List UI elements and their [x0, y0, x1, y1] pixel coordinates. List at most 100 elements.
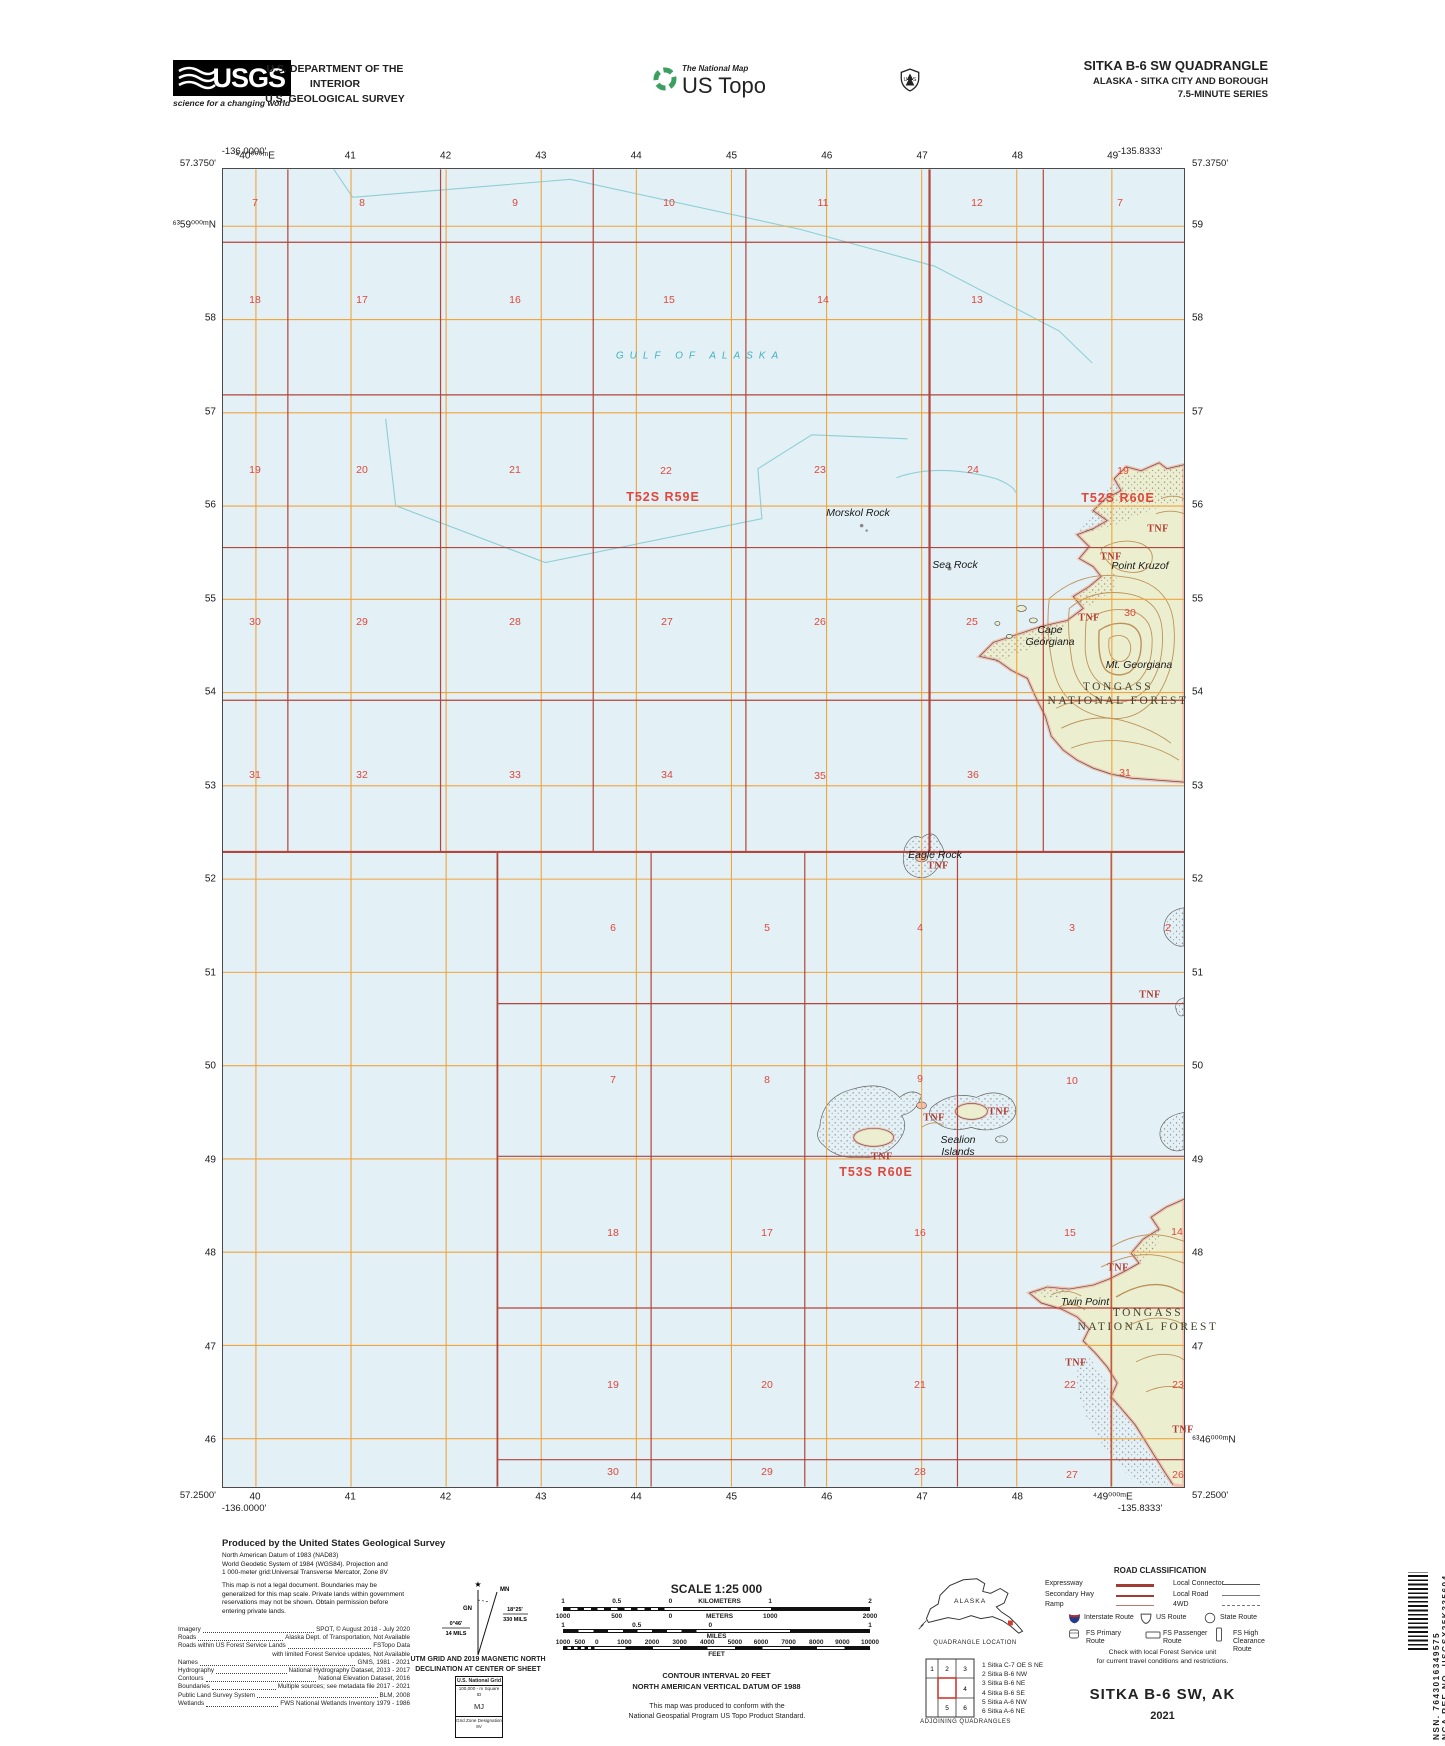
data-credits: Imagery SPOT, © August 2018 - July 2020 Ro…	[178, 1626, 410, 1708]
current-quad-cell	[937, 1677, 957, 1699]
corner-top-right-lat: 57.3750'	[1192, 158, 1229, 169]
easting-label-top: 43	[535, 150, 547, 162]
section-number: 20	[356, 464, 368, 476]
corner-bottom-left-lon: -136.0000'	[221, 1503, 267, 1514]
section-number: 24	[967, 464, 979, 476]
fs-note-line1: Check with local Forest Service unit	[1108, 1649, 1217, 1656]
mile-scale-labels: 1 0.5 0 1	[561, 1622, 872, 1630]
quadrangle-location-map: ALASKA	[918, 1578, 1024, 1634]
declination-caption-line2: DECLINATION AT CENTER OF SHEET	[415, 1665, 541, 1673]
northing-label-left: 49	[204, 1154, 216, 1166]
tnf-label: TNF	[988, 1106, 1010, 1118]
adjoining-quadrangles-diagram: 1 2 3 4 5 6	[925, 1658, 975, 1718]
section-number: 19	[249, 464, 261, 476]
fs-route-icon-wrap	[1068, 1627, 1080, 1645]
scale-tick-label: 1000	[555, 1639, 571, 1646]
road-type-label: Local Road	[1173, 1590, 1209, 1598]
northing-label-right: 56	[1192, 499, 1204, 511]
svg-text:S: S	[913, 77, 917, 83]
township-range-label: T52S R59E	[626, 490, 700, 504]
fs-route-label: FS Primary Route	[1086, 1630, 1121, 1645]
datum-notes: North American Datum of 1983 (NAD83) Worl…	[222, 1552, 402, 1578]
northing-label-left: 48	[204, 1247, 216, 1259]
easting-label-top: 49	[1107, 150, 1119, 162]
place-name-label: Point Kruzof	[1111, 560, 1169, 572]
tnf-label: TNF	[871, 1151, 893, 1163]
scale-tick-label: 5000	[727, 1639, 743, 1646]
section-number: 7	[1117, 197, 1123, 209]
usgs-wave-icon	[178, 66, 216, 90]
true-north-star-icon: ★	[474, 1580, 481, 1589]
scale-tick-label: 1	[561, 1598, 565, 1605]
nga-ref-number: NGA REF NO. USGSX25K335604	[1441, 1574, 1445, 1740]
northing-label-right: 48	[1192, 1247, 1204, 1259]
easting-label-bottom: 40	[249, 1491, 261, 1503]
road-line-sample	[1116, 1605, 1154, 1606]
interstate-shield-icon	[1069, 1614, 1080, 1624]
scale-tick-label: 1	[561, 1622, 565, 1629]
usng-title: U.S. National Grid	[456, 1678, 502, 1686]
usng-zone: 8V	[476, 1724, 482, 1729]
corner-bottom-left-lat: 57.2500'	[179, 1490, 216, 1501]
scale-tick-label: 0	[668, 1598, 673, 1605]
mn-declination-mils: 330 MILS	[503, 1617, 527, 1623]
alaska-label: ALASKA	[954, 1598, 986, 1605]
section-number: 15	[1064, 1227, 1076, 1239]
section-number: 30	[607, 1466, 619, 1478]
section-number: 10	[1066, 1075, 1078, 1087]
place-name-label: Sea Rock	[932, 559, 978, 571]
section-number: 31	[1119, 767, 1131, 779]
ocean-water	[223, 169, 1184, 1487]
easting-label-top: 42	[440, 150, 452, 162]
place-name-label: Morskol Rock	[826, 507, 890, 519]
conformance-note: This map was produced to conform with th…	[540, 1702, 894, 1722]
sheet-title: SITKA B-6 SW, AK	[1089, 1686, 1236, 1703]
water-body-label: GULF OF ALASKA	[615, 350, 785, 362]
road-type-label: Secondary Hwy	[1045, 1590, 1095, 1598]
road-type-label: Expressway	[1045, 1580, 1083, 1587]
section-number: 9	[512, 197, 518, 209]
scale-tick-label: 1	[868, 1622, 872, 1629]
northing-label-left: 50	[204, 1060, 216, 1072]
section-number: 8	[359, 197, 365, 209]
adj-cell-2: 2	[945, 1666, 949, 1673]
easting-label-bottom: 43	[535, 1491, 547, 1503]
map-artwork	[223, 169, 1184, 1487]
feet-scale-bar	[563, 1646, 870, 1650]
plss-section-lines	[223, 169, 1184, 1487]
section-number: 26	[1172, 1469, 1184, 1481]
section-number: 23	[814, 464, 826, 476]
declination-diagram: ★ GN MN 18°25' 330 MILS 0°46' 14 MILS	[442, 1580, 528, 1656]
declination-caption-line1: UTM GRID AND 2019 MAGNETIC NORTH	[410, 1656, 546, 1663]
tnf-label: TNF	[923, 1112, 945, 1124]
adj-cell-1: 1	[930, 1666, 934, 1673]
road-classification-title: ROAD CLASSIFICATION	[1113, 1566, 1207, 1575]
section-number: 20	[761, 1379, 773, 1391]
fs-high-clearance-icon	[1216, 1627, 1222, 1642]
northing-label-right: 50	[1192, 1060, 1204, 1072]
adjoining-quad-name: 1 Sitka C-7 OE S NE	[982, 1662, 1044, 1669]
place-name-label: Eagle Rock	[908, 849, 962, 861]
section-number: 31	[249, 769, 261, 781]
quadrangle-location-marker	[1008, 1620, 1013, 1626]
northing-label-left: 51	[204, 967, 216, 979]
northing-label-left: 52	[204, 873, 216, 885]
us-topo-logo: The National Map US Topo	[682, 64, 766, 99]
adjoining-quad-name: 4 Sitka B-6 SE	[982, 1689, 1025, 1697]
route-shield	[1068, 1611, 1081, 1629]
easting-label-bottom: 46	[821, 1491, 833, 1503]
state-route-circle-icon	[1204, 1612, 1216, 1624]
section-number: 12	[971, 197, 983, 209]
northing-label-left: 46	[204, 1434, 216, 1446]
section-number: 21	[509, 464, 521, 476]
section-number: 7	[252, 197, 258, 209]
section-number: 28	[509, 616, 521, 628]
national-forest-label: TONGASS NATIONAL FOREST	[1077, 1307, 1219, 1333]
road-line-sample	[1222, 1605, 1260, 1606]
section-number: 22	[1064, 1379, 1076, 1391]
barcode	[1408, 1572, 1428, 1650]
northing-label-right: 47	[1192, 1341, 1204, 1353]
forest-service-shield-icon: U S	[900, 68, 920, 92]
credit-line: Wetlands FWS National Wetlands Inventory …	[178, 1699, 410, 1707]
